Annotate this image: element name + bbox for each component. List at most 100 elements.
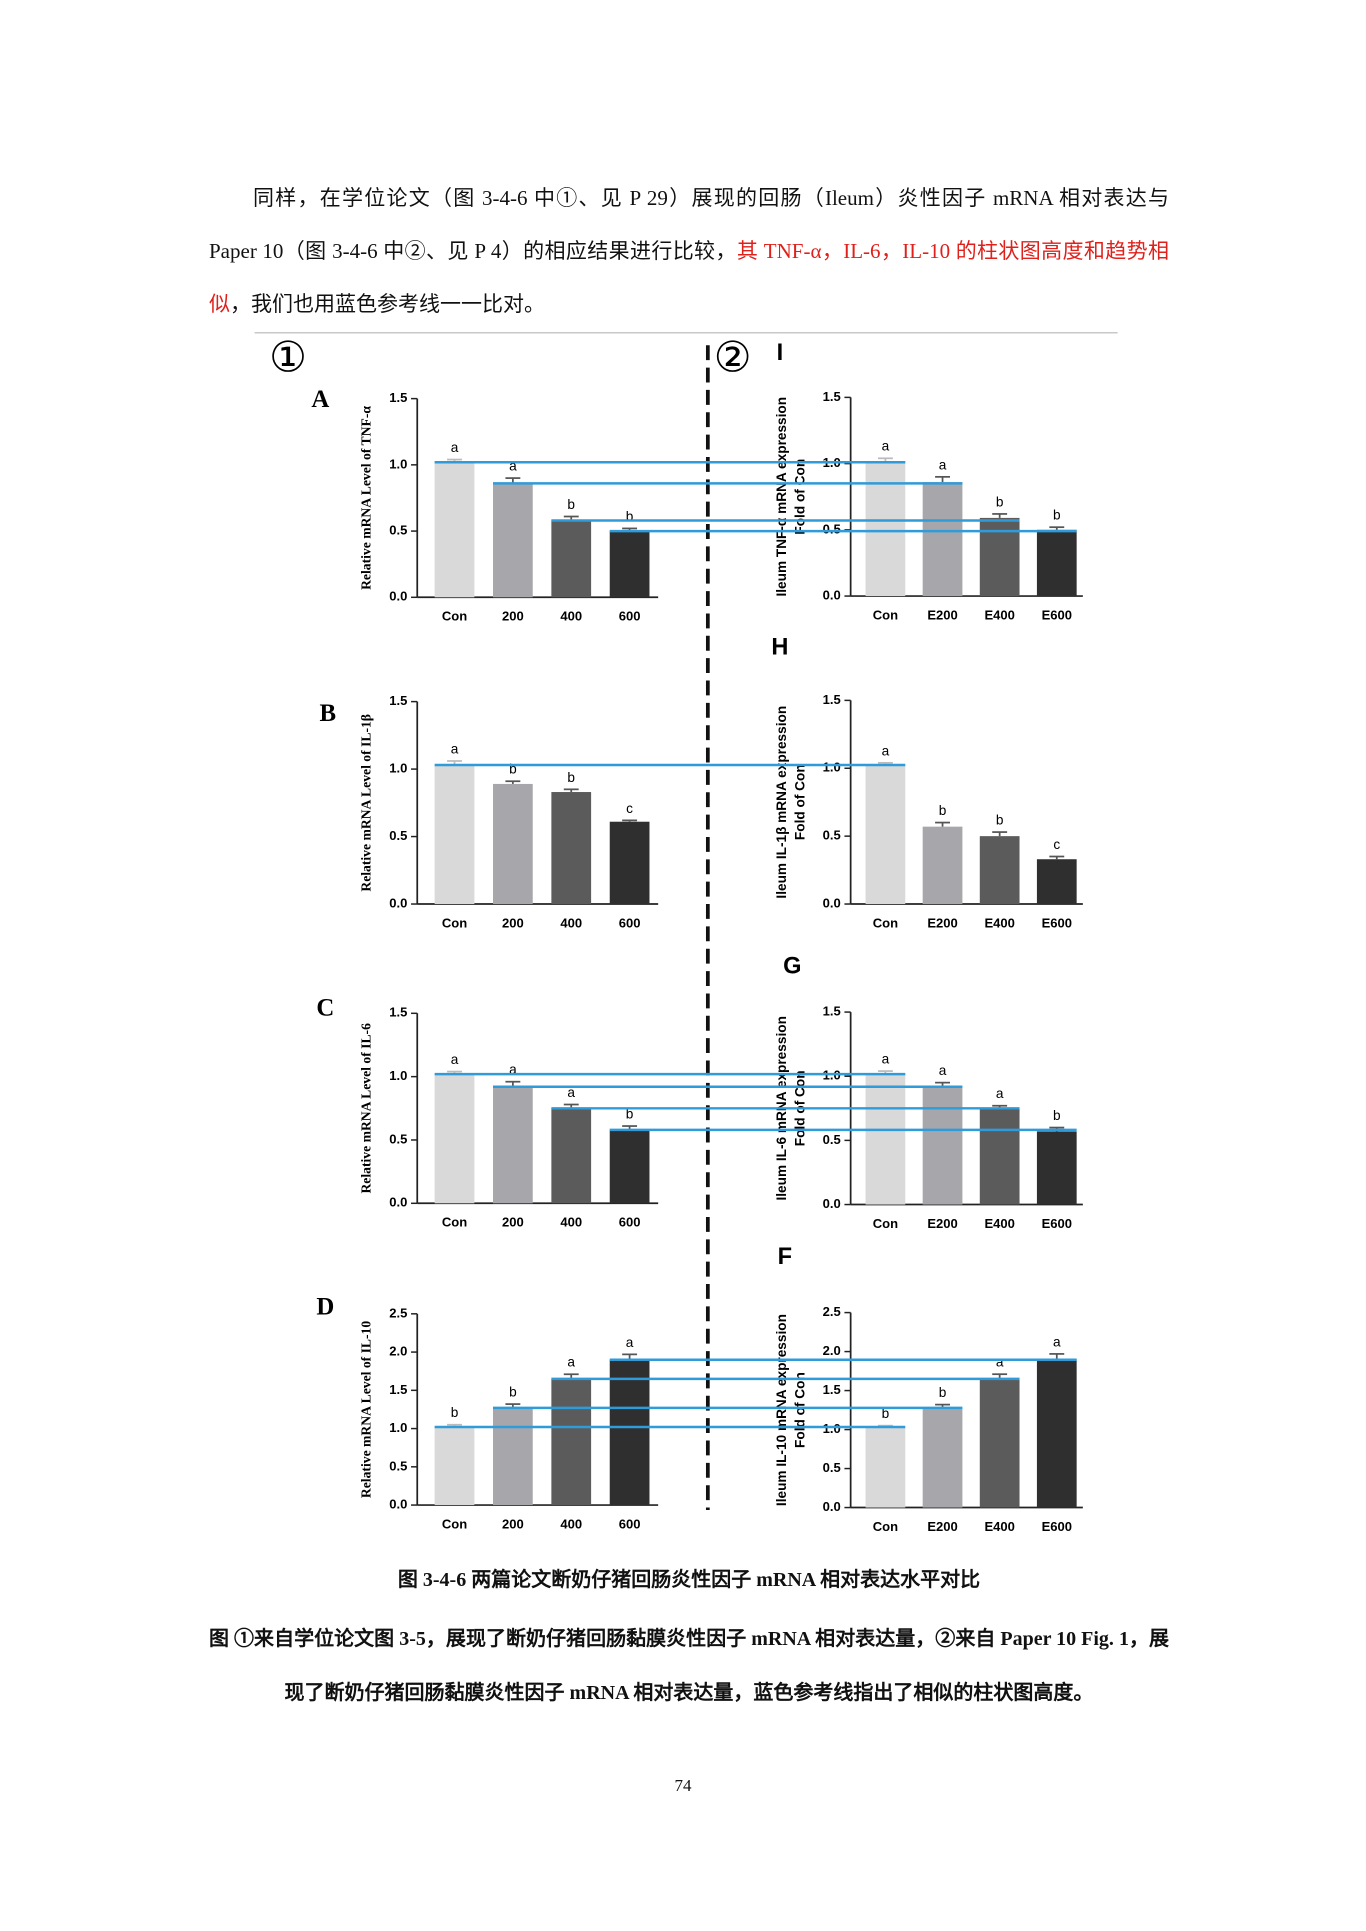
- y-tick-label: 1.5: [389, 1382, 407, 1397]
- bar: [434, 462, 475, 598]
- x-tick-label: E400: [984, 1216, 1014, 1231]
- significance-letter: a: [996, 1355, 1004, 1370]
- y-tick-label: 2.0: [389, 1344, 407, 1359]
- bar: [1036, 1131, 1077, 1205]
- significance-letter: a: [1053, 1334, 1061, 1349]
- panel-label: D: [316, 1294, 334, 1321]
- x-tick-label: E600: [1042, 607, 1072, 622]
- significance-letter: b: [626, 509, 634, 524]
- bar: [434, 1427, 475, 1506]
- significance-letter: b: [996, 813, 1004, 828]
- bar: [865, 1073, 906, 1205]
- significance-letter: a: [567, 1355, 575, 1370]
- bar: [865, 765, 906, 905]
- caption-body: 图 ①来自学位论文图 3-5，展现了断奶仔猪回肠黏膜炎性因子 mRNA 相对表达…: [209, 1628, 1169, 1704]
- significance-letter: b: [567, 497, 575, 512]
- y-tick-label: 0.5: [389, 523, 407, 538]
- text: ，我们也用蓝色参考线一一比对。: [230, 292, 545, 316]
- y-tick-label: 1.5: [823, 389, 841, 404]
- bar: [493, 1407, 533, 1506]
- y-axis-label: Fold of Con: [793, 764, 808, 840]
- y-axis-label: Fold of Con: [793, 1372, 808, 1448]
- paragraph: 同样，在学位论文（图 3-4-6 中①、见 P 29）展现的回肠（Ileum）炎…: [209, 172, 1169, 331]
- panel-label: B: [320, 700, 337, 727]
- bar: [434, 765, 475, 905]
- bar: [1036, 1359, 1077, 1508]
- panel-label: A: [311, 386, 329, 413]
- y-tick-label: 1.0: [823, 1421, 841, 1436]
- significance-letter: b: [626, 1106, 634, 1121]
- caption-title: 图 3-4-6 两篇论文断奶仔猪回肠炎性因子 mRNA 相对表达水平对比: [397, 1569, 981, 1591]
- x-tick-label: Con: [442, 1215, 467, 1230]
- y-tick-label: 0.5: [389, 1131, 407, 1146]
- highlight-text: 其 TNF-α，IL-6，IL-10 的柱状图高度和趋势相似: [209, 239, 1170, 316]
- bar: [979, 517, 1020, 597]
- bar: [551, 792, 592, 905]
- y-tick-label: 2.5: [389, 1305, 407, 1320]
- x-tick-label: Con: [873, 1519, 898, 1534]
- y-tick-label: 1.0: [389, 1068, 407, 1083]
- significance-letter: b: [939, 1385, 947, 1400]
- bar: [922, 826, 963, 905]
- x-tick-label: Con: [873, 607, 898, 622]
- y-tick-label: 1.5: [823, 692, 841, 707]
- x-tick-label: 600: [619, 1215, 641, 1230]
- significance-letter: b: [567, 770, 575, 785]
- bar: [979, 1378, 1020, 1508]
- significance-letter: b: [1053, 508, 1061, 523]
- significance-letter: b: [1053, 1108, 1061, 1123]
- x-tick-label: Con: [442, 1516, 467, 1531]
- y-tick-label: 0.0: [389, 895, 407, 910]
- significance-letter: b: [509, 1385, 517, 1400]
- bar: [979, 1108, 1020, 1205]
- y-tick-label: 0.5: [823, 1460, 841, 1475]
- significance-letter: a: [626, 1335, 634, 1350]
- x-tick-label: E400: [984, 1519, 1014, 1534]
- bar: [493, 483, 533, 598]
- y-tick-label: 2.0: [823, 1343, 841, 1358]
- y-axis-label: Relative mRNA Level of IL-6: [359, 1023, 374, 1194]
- x-tick-label: E200: [927, 607, 957, 622]
- bar: [609, 821, 650, 905]
- x-tick-label: E600: [1042, 915, 1072, 930]
- x-tick-label: 400: [560, 1215, 582, 1230]
- x-tick-label: 600: [619, 915, 641, 930]
- x-tick-label: Con: [442, 915, 467, 930]
- bar: [865, 460, 906, 597]
- y-tick-label: 0.5: [823, 828, 841, 843]
- y-tick-label: 0.0: [823, 895, 841, 910]
- x-tick-label: E200: [927, 1216, 957, 1231]
- y-tick-label: 1.0: [389, 456, 407, 471]
- x-tick-label: 400: [560, 609, 582, 624]
- significance-letter: a: [509, 1062, 517, 1077]
- significance-letter: a: [882, 439, 890, 454]
- bar: [551, 1378, 592, 1506]
- y-tick-label: 1.5: [389, 693, 407, 708]
- significance-letter: a: [567, 1085, 575, 1100]
- significance-letter: a: [451, 1052, 459, 1067]
- significance-letter: b: [939, 803, 947, 818]
- y-tick-label: 2.5: [823, 1304, 841, 1319]
- x-tick-label: E600: [1042, 1216, 1072, 1231]
- x-tick-label: Con: [873, 1216, 898, 1231]
- x-tick-label: 200: [502, 1215, 524, 1230]
- y-tick-label: 0.5: [823, 1132, 841, 1147]
- x-tick-label: 400: [560, 915, 582, 930]
- y-axis-label: Relative mRNA Level of IL-10: [359, 1321, 374, 1498]
- significance-letter: a: [996, 1086, 1004, 1101]
- x-tick-label: 200: [502, 1516, 524, 1531]
- bar: [922, 1408, 963, 1508]
- significance-letter: a: [882, 1052, 890, 1067]
- bar: [865, 1428, 906, 1508]
- significance-letter: a: [939, 1063, 947, 1078]
- x-tick-label: 200: [502, 609, 524, 624]
- significance-letter: a: [509, 459, 517, 474]
- y-tick-label: 0.5: [389, 828, 407, 843]
- y-axis-label: Fold of Con: [793, 459, 808, 535]
- panel-label: C: [316, 994, 334, 1021]
- y-tick-label: 0.0: [389, 589, 407, 604]
- y-axis-label: Ileum IL-10 mRNA expression: [774, 1314, 789, 1506]
- bar: [1036, 859, 1077, 905]
- bar: [1036, 529, 1077, 597]
